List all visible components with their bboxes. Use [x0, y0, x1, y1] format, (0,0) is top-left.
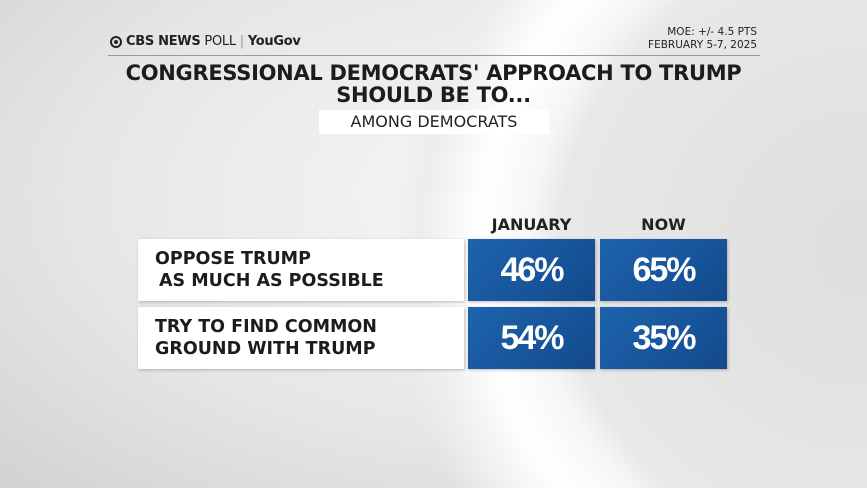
row-label: TRY TO FIND COMMON GROUND WITH TRUMP — [138, 307, 464, 369]
table-cell: 54% — [468, 307, 595, 369]
cell-value: 46% — [500, 251, 564, 289]
partner-logo: YouGov — [247, 34, 301, 49]
brand: CBS NEWS — [126, 34, 201, 49]
table-cell: 46% — [468, 239, 595, 301]
row-label-line-1: TRY TO FIND COMMON — [155, 317, 377, 337]
logo-divider: | — [239, 34, 244, 49]
row-label-line-2: AS MUCH AS POSSIBLE — [159, 271, 384, 291]
cbs-news-poll-logo: CBS NEWS POLL | YouGov — [110, 34, 301, 49]
table-cell: 35% — [600, 307, 727, 369]
chart-title: CONGRESSIONAL DEMOCRATS' APPROACH TO TRU… — [0, 62, 867, 106]
cell-value: 54% — [500, 319, 564, 357]
title-line-1: CONGRESSIONAL DEMOCRATS' APPROACH TO TRU… — [125, 61, 742, 85]
row-label: OPPOSE TRUMP AS MUCH AS POSSIBLE — [138, 239, 464, 301]
row-label-line-2: GROUND WITH TRUMP — [155, 339, 376, 359]
title-line-2: SHOULD BE TO... — [336, 83, 531, 107]
row-label-line-1: OPPOSE TRUMP — [155, 249, 311, 269]
poll-dates: FEBRUARY 5-7, 2025 — [648, 39, 757, 51]
cell-value: 35% — [632, 319, 696, 357]
moe: MOE: +/- 4.5 PTS — [667, 26, 757, 38]
cbs-eye-icon — [110, 35, 122, 48]
column-header-january: JANUARY — [491, 215, 572, 234]
table-cell: 65% — [600, 239, 727, 301]
poll-meta: MOE: +/- 4.5 PTS FEBRUARY 5-7, 2025 — [648, 26, 757, 52]
column-header-now: NOW — [641, 215, 686, 234]
header-divider — [108, 55, 760, 56]
cell-value: 65% — [632, 251, 696, 289]
brand-suffix: POLL — [204, 34, 236, 49]
subtitle: AMONG DEMOCRATS — [319, 110, 549, 134]
